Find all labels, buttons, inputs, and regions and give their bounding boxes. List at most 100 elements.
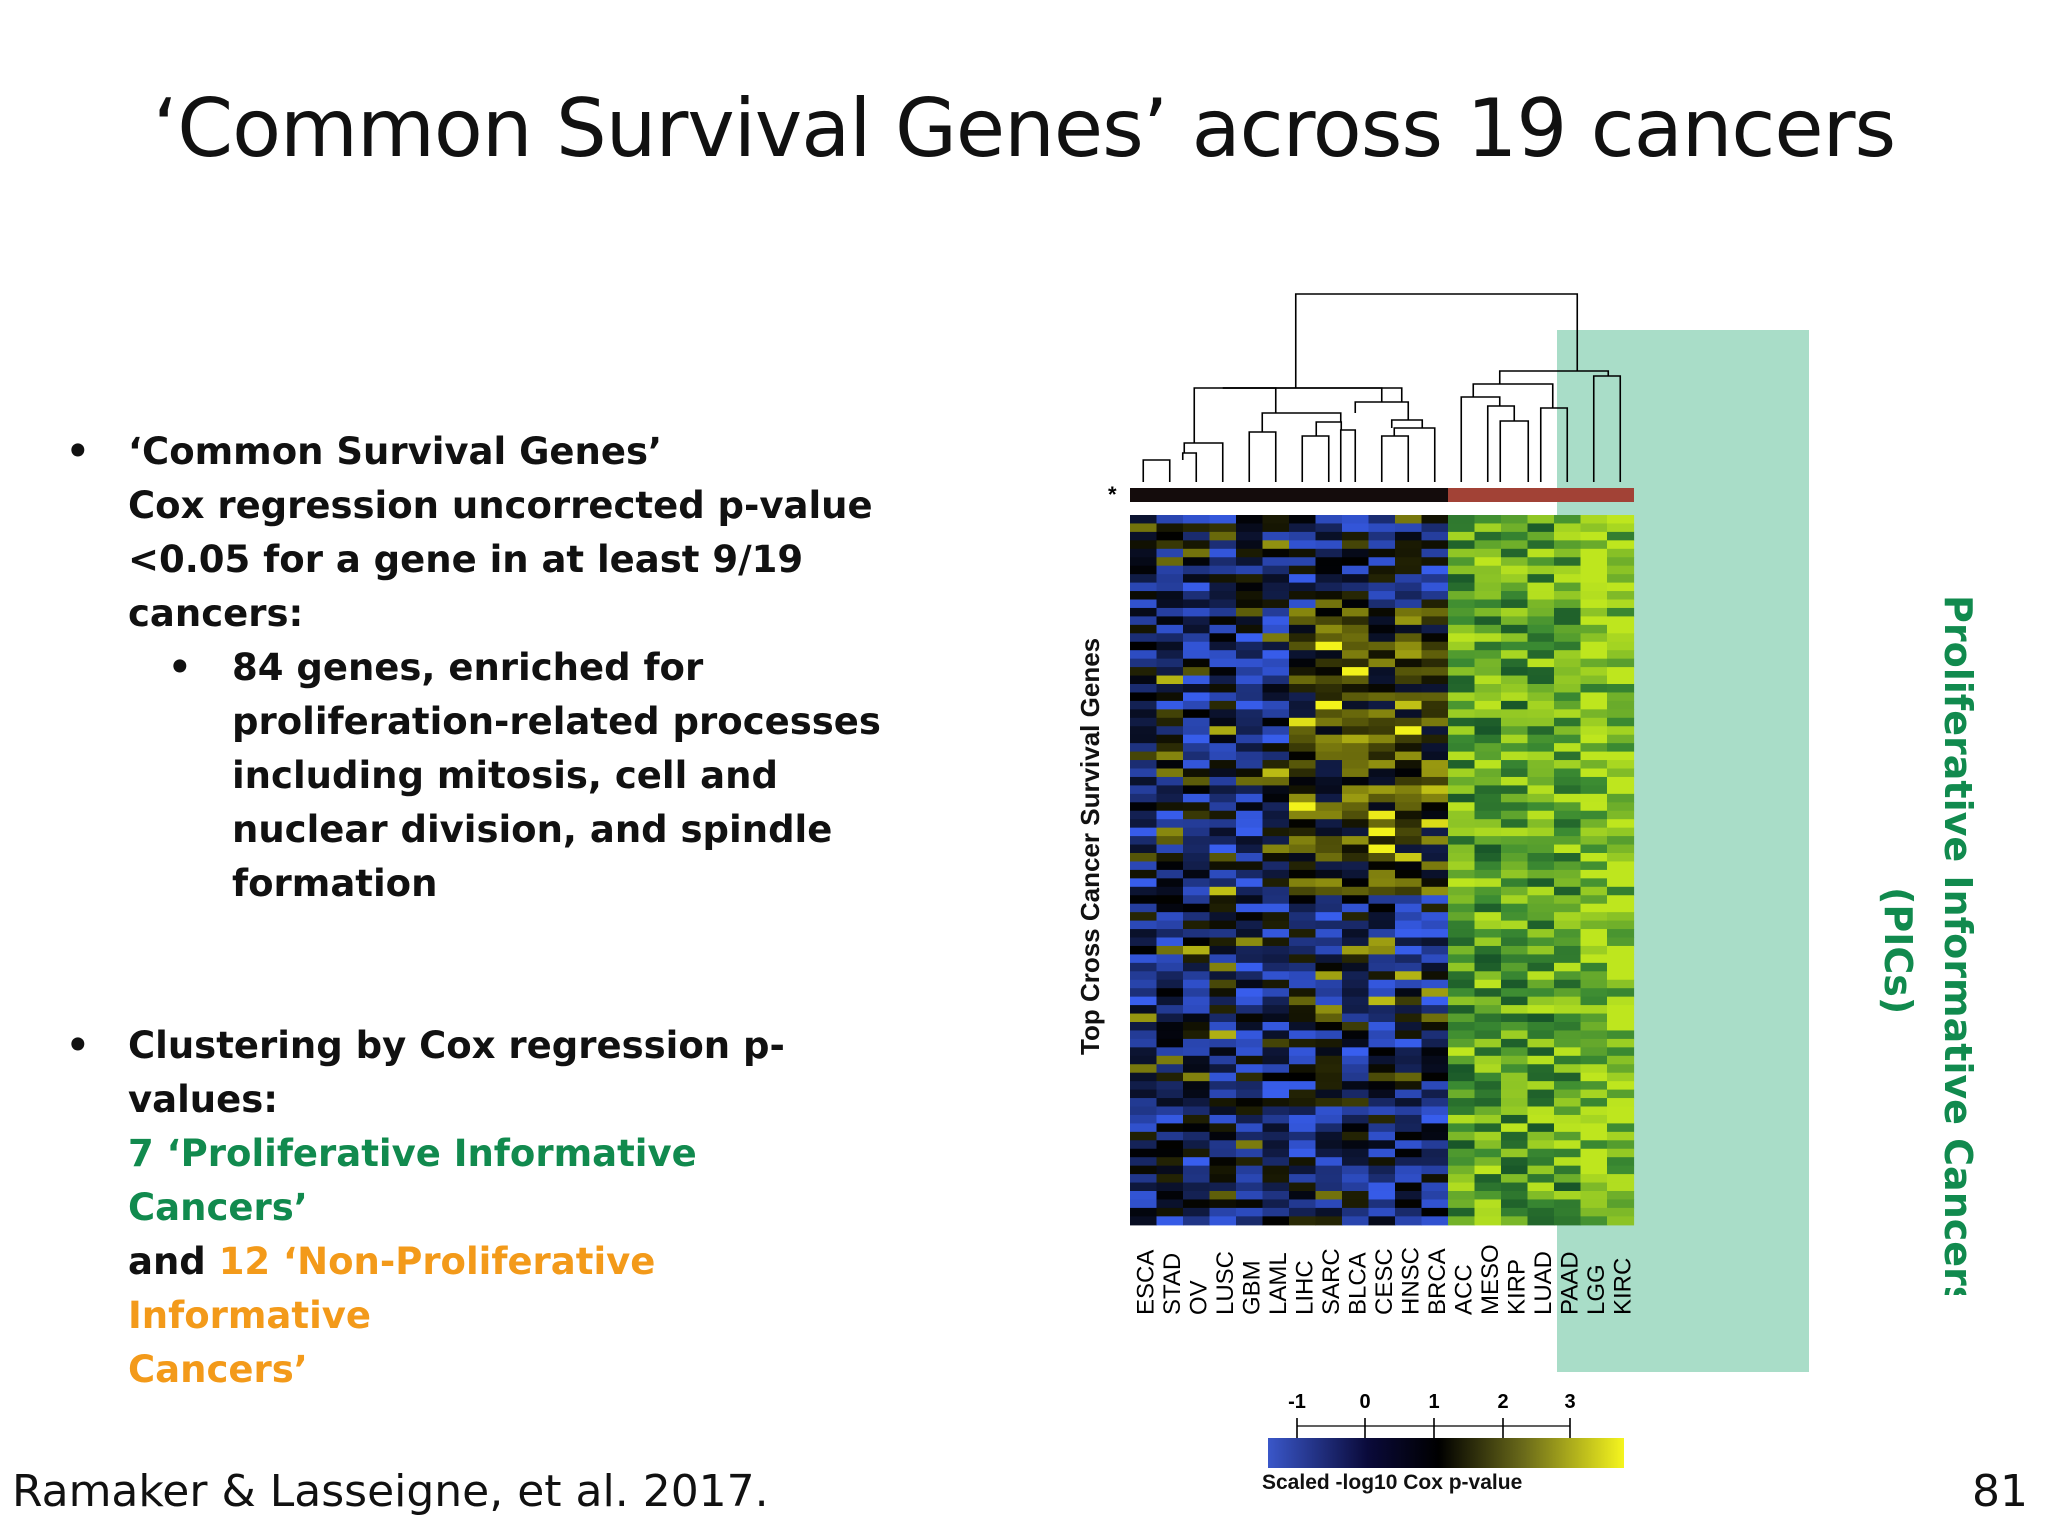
heatmap-cell <box>1236 1022 1264 1032</box>
heatmap-cell <box>1236 1165 1264 1175</box>
heatmap-cell <box>1236 743 1264 753</box>
heatmap-cell <box>1421 819 1449 829</box>
heatmap-cell <box>1262 1030 1290 1040</box>
heatmap-cell <box>1156 836 1184 846</box>
heatmap-cell <box>1289 861 1317 871</box>
heatmap-cell <box>1421 591 1449 601</box>
heatmap-cell <box>1474 557 1502 567</box>
heatmap-cell <box>1395 1165 1423 1175</box>
bullet-line: <0.05 for a gene in at least 9/19 <box>128 538 804 581</box>
heatmap-cell <box>1209 988 1237 998</box>
heatmap-cell <box>1527 1064 1555 1074</box>
heatmap-cell <box>1130 1140 1158 1150</box>
heatmap-cell <box>1421 540 1449 550</box>
heatmap-cell <box>1342 1191 1370 1201</box>
heatmap-cell <box>1554 776 1582 786</box>
heatmap-cell <box>1289 962 1317 972</box>
heatmap-cell <box>1236 793 1264 803</box>
heatmap-cell <box>1236 709 1264 719</box>
heatmap-cell <box>1607 667 1635 677</box>
heatmap-cell <box>1395 607 1423 617</box>
heatmap-cell <box>1342 734 1370 744</box>
heatmap-cell <box>1421 515 1449 525</box>
heatmap-cell <box>1209 684 1237 694</box>
heatmap-cell <box>1607 1064 1635 1074</box>
heatmap-cell <box>1130 531 1158 541</box>
heatmap-cell <box>1421 717 1449 727</box>
heatmap-cell <box>1209 1013 1237 1023</box>
heatmap-cell <box>1368 793 1396 803</box>
heatmap-cell <box>1421 878 1449 888</box>
heatmap-cell <box>1342 624 1370 634</box>
heatmap-cell <box>1156 684 1184 694</box>
heatmap-cell <box>1183 1140 1211 1150</box>
heatmap-cell <box>1607 531 1635 541</box>
dendrogram-branch <box>1472 383 1554 408</box>
heatmap-cell <box>1607 1114 1635 1124</box>
heatmap-cell <box>1501 810 1529 820</box>
heatmap-cell <box>1156 692 1184 702</box>
heatmap-cell <box>1183 650 1211 660</box>
heatmap-cell <box>1395 1072 1423 1082</box>
heatmap-cell <box>1315 1157 1343 1167</box>
heatmap-cell <box>1580 1165 1608 1175</box>
heatmap-cell <box>1209 1148 1237 1158</box>
heatmap-cell <box>1607 1140 1635 1150</box>
heatmap-cell <box>1368 886 1396 896</box>
heatmap-cell <box>1209 607 1237 617</box>
heatmap-cell <box>1315 1005 1343 1015</box>
heatmap-cell <box>1209 548 1237 558</box>
heatmap-cell <box>1474 971 1502 981</box>
heatmap-cell <box>1448 1140 1476 1150</box>
heatmap-cell <box>1236 1123 1264 1133</box>
heatmap-cell <box>1474 1030 1502 1040</box>
heatmap-cell <box>1368 776 1396 786</box>
heatmap-cell <box>1421 523 1449 533</box>
heatmap-cell <box>1342 979 1370 989</box>
heatmap-cell <box>1448 937 1476 947</box>
heatmap-cell <box>1315 675 1343 685</box>
heatmap-cell <box>1448 700 1476 710</box>
heatmap-cell <box>1474 1072 1502 1082</box>
heatmap-cell <box>1580 548 1608 558</box>
heatmap-cell <box>1421 971 1449 981</box>
heatmap-cell <box>1183 1055 1211 1065</box>
heatmap-cell <box>1289 1005 1317 1015</box>
heatmap-cell <box>1448 861 1476 871</box>
heatmap-cell <box>1395 920 1423 930</box>
heatmap-cell <box>1236 869 1264 879</box>
heatmap-cell <box>1156 675 1184 685</box>
heatmap-cell <box>1554 793 1582 803</box>
heatmap-cell <box>1315 1013 1343 1023</box>
heatmap-cell <box>1527 607 1555 617</box>
heatmap-cell <box>1501 912 1529 922</box>
heatmap-cell <box>1527 1207 1555 1217</box>
heatmap-cell <box>1236 1047 1264 1057</box>
heatmap-cell <box>1315 810 1343 820</box>
heatmap-cell <box>1527 1191 1555 1201</box>
heatmap-cell <box>1580 1030 1608 1040</box>
dendrogram-branch <box>1592 375 1622 482</box>
heatmap-cell <box>1421 1072 1449 1082</box>
pic-label-line1: Proliferative Informative Cancers <box>1936 595 1975 1295</box>
heatmap-cell <box>1183 836 1211 846</box>
heatmap-cell <box>1156 641 1184 651</box>
heatmap-cell <box>1580 717 1608 727</box>
heatmap-cell <box>1474 768 1502 778</box>
heatmap-cell <box>1183 1114 1211 1124</box>
heatmap-cell <box>1262 751 1290 761</box>
heatmap-cell <box>1368 607 1396 617</box>
heatmap-cell <box>1289 760 1317 770</box>
heatmap-cell <box>1156 726 1184 736</box>
heatmap-cell <box>1474 1216 1502 1226</box>
heatmap-cell <box>1527 717 1555 727</box>
heatmap-cell <box>1421 667 1449 677</box>
annotation-cell <box>1501 488 1528 502</box>
heatmap-cell <box>1315 515 1343 525</box>
heatmap-cell <box>1262 945 1290 955</box>
heatmap-cell <box>1156 667 1184 677</box>
heatmap-cell <box>1315 760 1343 770</box>
heatmap-cell <box>1342 1174 1370 1184</box>
heatmap-cell <box>1448 1098 1476 1108</box>
heatmap-cell <box>1474 1106 1502 1116</box>
